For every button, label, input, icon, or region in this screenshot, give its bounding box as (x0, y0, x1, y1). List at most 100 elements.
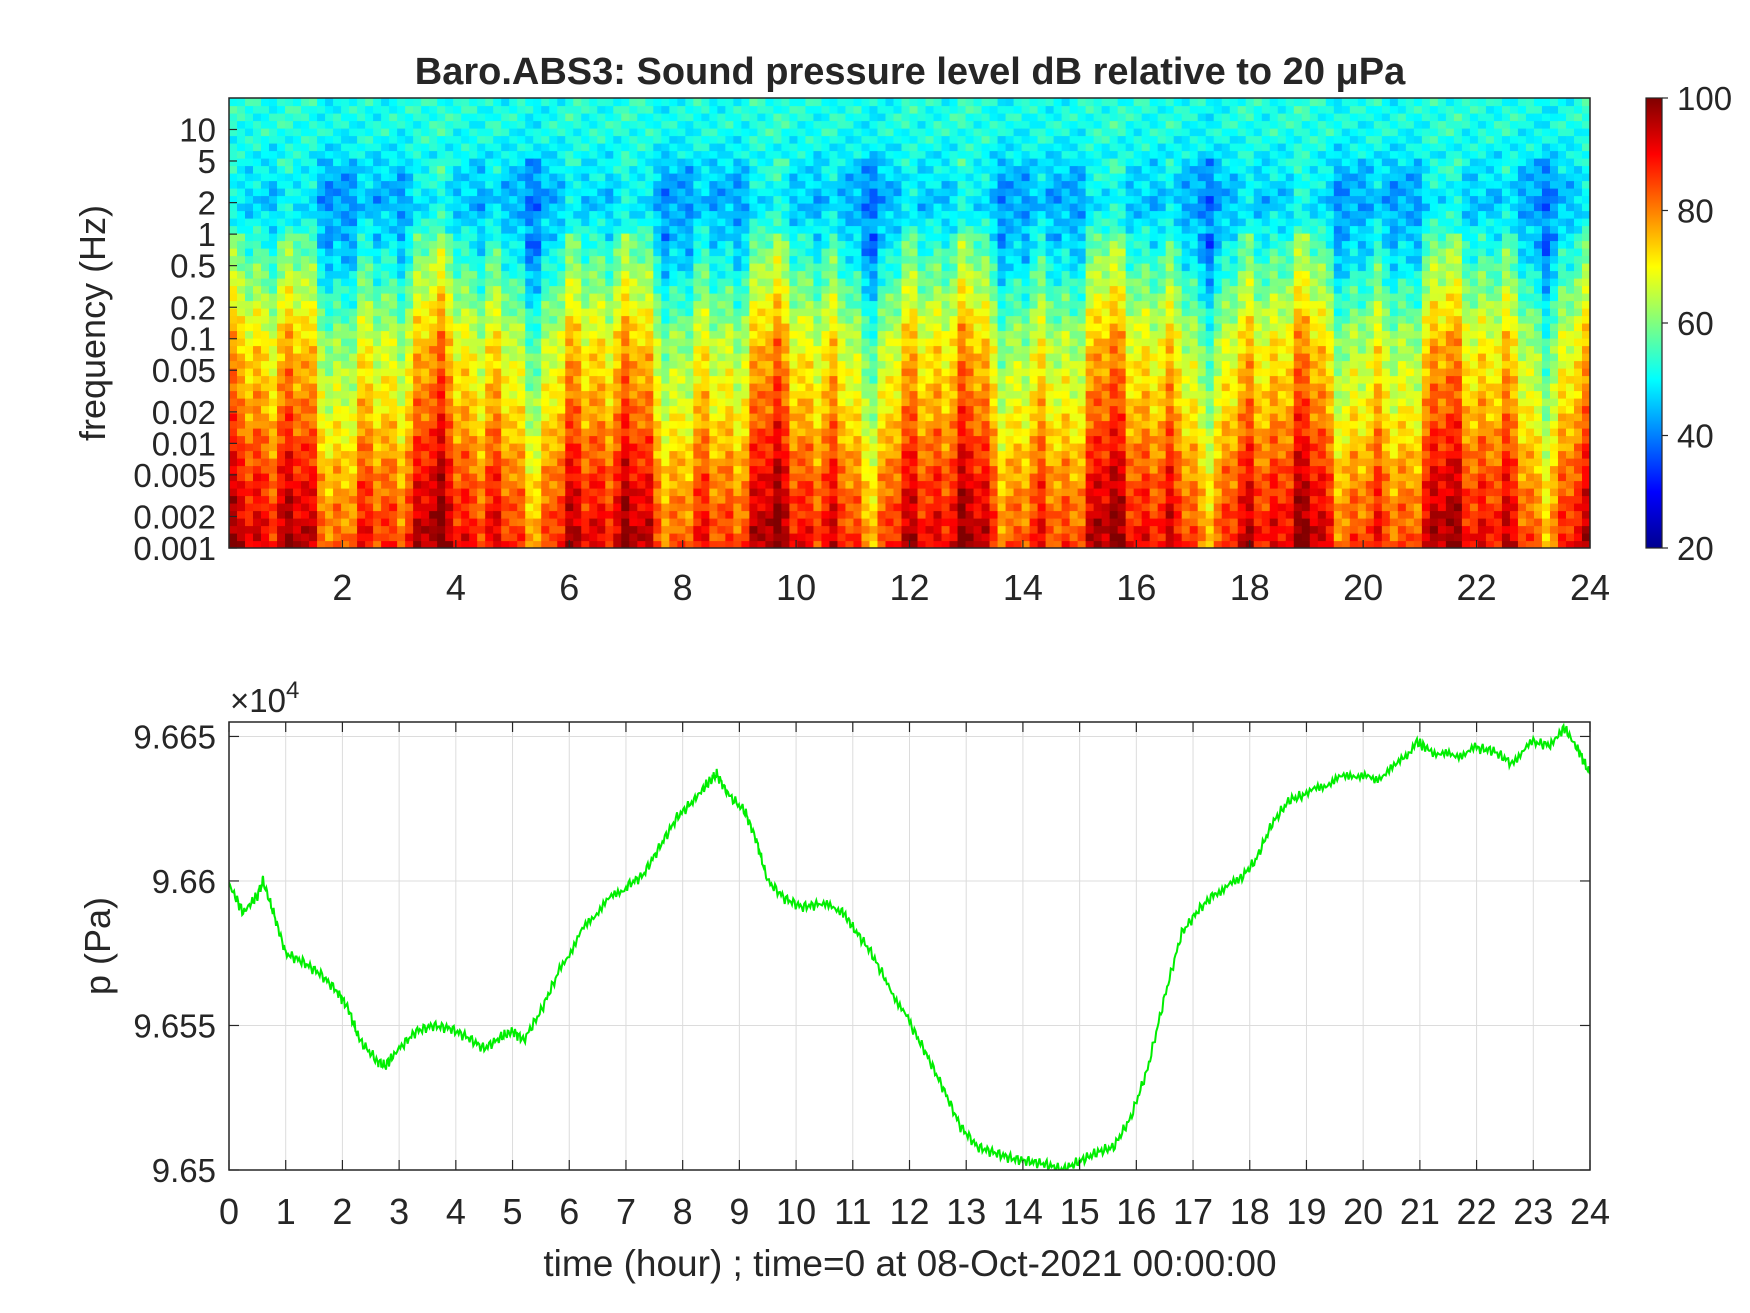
spectrogram-cell (821, 285, 831, 294)
spectrogram-cell (245, 398, 254, 407)
spectrogram-cell (837, 428, 847, 437)
spectrogram-cell (693, 278, 702, 287)
spectrogram-cell (541, 503, 550, 512)
spectrogram-cell (429, 263, 438, 272)
spectrogram-cell (405, 248, 414, 257)
spectrogram-cell (325, 390, 334, 399)
spectrogram-cell (477, 225, 486, 234)
spectrogram-cell (461, 480, 470, 489)
spectrogram-cell (237, 518, 246, 527)
spectrogram-cell (469, 158, 478, 167)
spectrogram-cell (589, 383, 598, 392)
spectrogram-cell (309, 188, 318, 197)
spectrogram-cell (309, 315, 318, 324)
spectrogram-cell (493, 270, 502, 279)
spectrogram-cell (405, 113, 414, 122)
spectrogram-cell (397, 443, 406, 452)
spectrogram-cell (461, 360, 470, 369)
spectrogram-cell (589, 450, 598, 459)
spectrogram-cell (341, 443, 350, 452)
spectrogram-cell (741, 113, 750, 122)
spectrogram-cell (429, 480, 438, 489)
spectrogram-cell (661, 263, 670, 272)
spectrogram-cell (661, 525, 670, 534)
spectrogram-cell (301, 510, 310, 519)
spectrogram-cell (285, 338, 294, 347)
spectrogram-cell (261, 435, 270, 444)
spectrogram-cell (445, 173, 454, 182)
spectrogram-cell (757, 113, 766, 122)
spectrogram-cell (301, 473, 310, 482)
spectrogram-cell (445, 105, 454, 114)
spectrogram-cell (261, 413, 270, 422)
spectrogram-cell (309, 180, 318, 189)
spectrogram-cell (277, 503, 286, 512)
spectrogram-cell (269, 465, 278, 474)
spectrogram-cell (453, 450, 462, 459)
spectrogram-cell (397, 113, 406, 122)
spectrogram-cell (621, 270, 630, 279)
spectrogram-cell (597, 473, 606, 482)
spectrogram-cell (885, 120, 895, 129)
spectrogram-cell (813, 428, 823, 437)
spectrogram-cell (285, 360, 294, 369)
spectrogram-cell (757, 135, 766, 144)
spectrogram-cell (541, 120, 550, 129)
spectrogram-cell (309, 128, 318, 137)
spectrogram-cell (509, 383, 518, 392)
spectrogram-cell (365, 218, 374, 227)
spectrogram-cell (693, 338, 702, 347)
spectrogram-cell (821, 143, 831, 152)
spectrogram-cell (661, 458, 670, 467)
spectrogram-cell (645, 495, 654, 504)
spectrogram-cell (349, 390, 358, 399)
spectrogram-cell (349, 428, 358, 437)
spectrogram-cell (429, 180, 438, 189)
spectrogram-cell (821, 465, 831, 474)
spectrogram-cell (405, 143, 414, 152)
spectrogram-cell (557, 495, 566, 504)
spectrogram-cell (301, 458, 310, 467)
spectrogram-cell (621, 143, 630, 152)
spectrogram-cell (605, 518, 614, 527)
spectrogram-cell (781, 360, 791, 369)
spectrogram-cell (381, 278, 390, 287)
spectrogram-cell (421, 255, 430, 264)
spectrogram-cell (381, 533, 390, 542)
spectrogram-cell (293, 173, 302, 182)
spectrogram-cell (317, 120, 326, 129)
spectrogram-cell (749, 255, 758, 264)
spectrogram-cell (893, 473, 903, 482)
spectrogram-cell (261, 398, 270, 407)
spectrogram-cell (877, 533, 887, 542)
spectrogram-cell (397, 195, 406, 204)
spectrogram-cell (877, 308, 887, 317)
spectrogram-cell (445, 533, 454, 542)
spectrogram-cell (813, 488, 823, 497)
spectrogram-cell (389, 428, 398, 437)
spectrogram-cell (645, 143, 654, 152)
spectrogram-cell (893, 488, 903, 497)
spectrogram-cell (461, 383, 470, 392)
spectrogram-cell (781, 225, 791, 234)
spectrogram-cell (541, 480, 550, 489)
spectrogram-cell (269, 135, 278, 144)
spectrogram-cell (805, 360, 815, 369)
spectrogram-cell (309, 383, 318, 392)
spectrogram-cell (469, 210, 478, 219)
spectrogram-cell (253, 443, 262, 452)
spectrogram-cell (557, 308, 566, 317)
spectrogram-cell (533, 128, 542, 137)
spectrogram-cell (533, 330, 542, 339)
spectrogram-cell (869, 128, 879, 137)
spectrogram-cell (765, 180, 774, 189)
spectrogram-cell (437, 225, 446, 234)
spectrogram-cell (885, 218, 895, 227)
spectrogram-cell (453, 413, 462, 422)
spectrogram-cell (613, 165, 622, 174)
spectrogram-cell (341, 420, 350, 429)
spectrogram-cell (573, 165, 582, 174)
spectrogram-cell (413, 368, 422, 377)
spectrogram-cell (421, 285, 430, 294)
spectrogram-cell (381, 435, 390, 444)
